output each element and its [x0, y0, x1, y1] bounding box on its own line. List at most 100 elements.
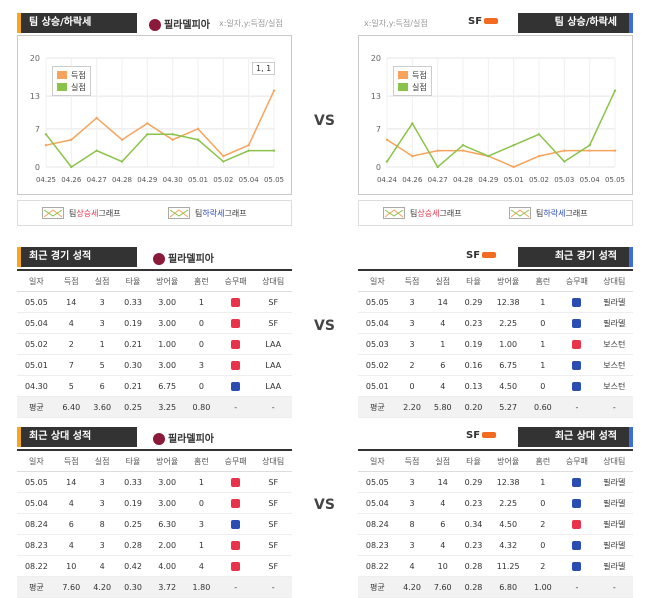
- table-cell: 8: [86, 513, 118, 535]
- x-tick-label: 04.29: [478, 176, 498, 184]
- data-point: [171, 133, 174, 136]
- data-point: [44, 133, 48, 136]
- right-up-graph-button[interactable]: 팀 상승세 그래프: [383, 207, 462, 219]
- x-tick-label: 05.03: [554, 176, 574, 184]
- average-cell: 5.80: [427, 396, 459, 418]
- data-point: [537, 154, 541, 158]
- right-h2h-header: SF 최근 상대 성적: [358, 427, 633, 449]
- x-tick-label: 05.05: [605, 176, 625, 184]
- data-point: [120, 138, 124, 141]
- average-cell: 평균: [17, 576, 56, 598]
- left-chart-panel: 0 7 13 20 04.25 04.26 04.27 04.28 04.29 04.30 05.0…: [17, 35, 292, 195]
- column-header: 홈런: [185, 450, 217, 472]
- table-cell: 6: [55, 513, 87, 535]
- right-chart-title: 팀 상승/하락세: [518, 13, 633, 33]
- result-cell: W: [216, 555, 255, 577]
- average-row: 평균 2.20 5.80 0.20 5.27 0.60- -: [358, 396, 633, 418]
- column-header: 승무패: [558, 270, 596, 292]
- phillies-logo-icon: [153, 433, 165, 445]
- table-cell: 1: [185, 471, 217, 493]
- data-point: [563, 160, 566, 163]
- table-cell: 3: [86, 312, 118, 334]
- data-point: [588, 144, 591, 147]
- table-cell: 05.04: [17, 492, 56, 514]
- win-badge-icon: W: [231, 319, 241, 328]
- table-cell: 보스턴: [595, 354, 633, 376]
- data-point: [171, 138, 174, 141]
- table-cell: 05.01: [358, 375, 397, 397]
- giants-logo-icon: [482, 432, 497, 438]
- table-cell: 1: [527, 291, 559, 313]
- data-point: [588, 149, 591, 152]
- table-cell: 4: [427, 534, 459, 556]
- right-down-graph-button[interactable]: 팀 하락세 그래프: [509, 207, 588, 219]
- table-cell: 05.04: [358, 312, 397, 334]
- win-badge-icon: W: [231, 478, 241, 487]
- table-cell: 0.28: [117, 534, 149, 556]
- column-header: 상대팀: [595, 270, 633, 292]
- left-chart-title: 팀 상승/하락세: [17, 13, 137, 33]
- result-cell: L: [558, 375, 596, 397]
- data-point: [95, 149, 98, 152]
- table-cell: 0: [527, 534, 559, 556]
- average-cell: 6.80: [488, 576, 528, 598]
- table-cell: 0: [396, 375, 428, 397]
- loss-badge-icon: L: [572, 562, 582, 571]
- left-down-graph-button[interactable]: 팀 하락세 그래프: [168, 207, 247, 219]
- data-point: [146, 122, 149, 125]
- average-cell: 7.60: [55, 576, 87, 598]
- x-tick-label: 04.24: [377, 176, 398, 184]
- table-cell: 3: [86, 534, 118, 556]
- result-cell: W: [216, 354, 255, 376]
- series-line-score: [45, 90, 275, 157]
- table-cell: 11.25: [488, 555, 528, 577]
- phillies-logo-icon: [149, 19, 161, 31]
- table-cell: 1.00: [488, 333, 528, 355]
- column-header: 승무패: [216, 450, 255, 472]
- column-header: 득점: [396, 270, 428, 292]
- win-badge-icon: W: [231, 340, 241, 349]
- table-cell: 0.23: [458, 492, 489, 514]
- table-cell: 7: [55, 354, 87, 376]
- left-line-chart: 0 7 13 20 04.25 04.26 04.27 04.28 04.29 04.30 05.0…: [30, 54, 284, 184]
- data-point: [613, 89, 617, 92]
- table-cell: 필라델: [595, 513, 633, 535]
- left-chart-page-label[interactable]: 1, 1: [252, 62, 276, 75]
- right-graph-buttons: 팀 상승세 그래프 팀 하락세 그래프: [358, 200, 633, 226]
- table-cell: 05.03: [358, 333, 397, 355]
- table-cell: 6.30: [148, 513, 186, 535]
- data-point: [385, 138, 389, 141]
- table-cell: 0.25: [117, 513, 149, 535]
- vs-label-2: VS: [314, 318, 335, 334]
- table-cell: 2.00: [148, 534, 186, 556]
- table-cell: 3.00: [148, 291, 186, 313]
- left-chart-header: 팀 상승/하락세 필라델피아 x:일자,y:득점/실점: [17, 13, 307, 35]
- table-cell: LAA: [254, 333, 292, 355]
- average-cell: -: [254, 396, 292, 418]
- table-cell: 05.02: [358, 354, 397, 376]
- x-tick-label: 04.28: [453, 176, 473, 184]
- average-row: 평균 6.40 3.60 0.25 3.25 0.80- -: [17, 396, 292, 418]
- result-cell: W: [216, 333, 255, 355]
- column-header: 득점: [55, 450, 87, 472]
- average-cell: 1.00: [527, 576, 559, 598]
- win-badge-icon: W: [231, 361, 241, 370]
- table-cell: 2: [527, 513, 559, 535]
- table-cell: 3.00: [148, 492, 186, 514]
- right-recent-title: 최근 경기 성적: [518, 247, 633, 267]
- left-up-graph-button[interactable]: 팀 상승세 그래프: [42, 207, 121, 219]
- data-point: [44, 144, 48, 147]
- table-cell: 08.22: [17, 555, 56, 577]
- average-cell: 0.30: [117, 576, 149, 598]
- down-graph-icon: [168, 207, 190, 219]
- table-cell: 3: [86, 291, 118, 313]
- table-cell: 6: [427, 513, 459, 535]
